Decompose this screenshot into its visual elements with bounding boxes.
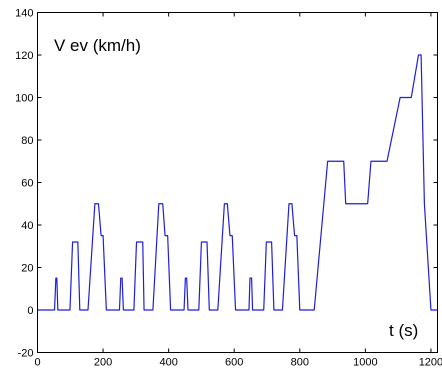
- x-tick-label: 200: [94, 357, 112, 369]
- y-tick-label: 120: [15, 50, 33, 62]
- y-tick-label: -20: [18, 348, 34, 360]
- x-tick-label: 400: [159, 357, 177, 369]
- series-line-1: [37, 54, 438, 311]
- y-tick-label: 20: [21, 263, 33, 275]
- y-axis-label: V ev (km/h): [54, 36, 141, 55]
- axis-ticks: 0 200 400 600 800 1000 1200-200204060801001201…: [15, 8, 442, 369]
- y-tick-label: 0: [27, 305, 33, 317]
- x-axis-label: t (s): [389, 321, 418, 340]
- series-group: [37, 54, 438, 311]
- x-tick-label: 1200: [419, 357, 442, 369]
- x-tick-label: 1000: [353, 357, 377, 369]
- y-tick-label: 40: [21, 220, 33, 232]
- y-tick-label: 140: [15, 8, 33, 20]
- plot-frame: [37, 12, 438, 353]
- y-tick-label: 60: [21, 178, 33, 190]
- x-tick-label: 600: [225, 357, 243, 369]
- x-tick-label: 800: [291, 357, 309, 369]
- y-tick-label: 80: [21, 135, 33, 147]
- y-tick-label: 100: [15, 93, 33, 105]
- x-tick-label: 0: [34, 357, 40, 369]
